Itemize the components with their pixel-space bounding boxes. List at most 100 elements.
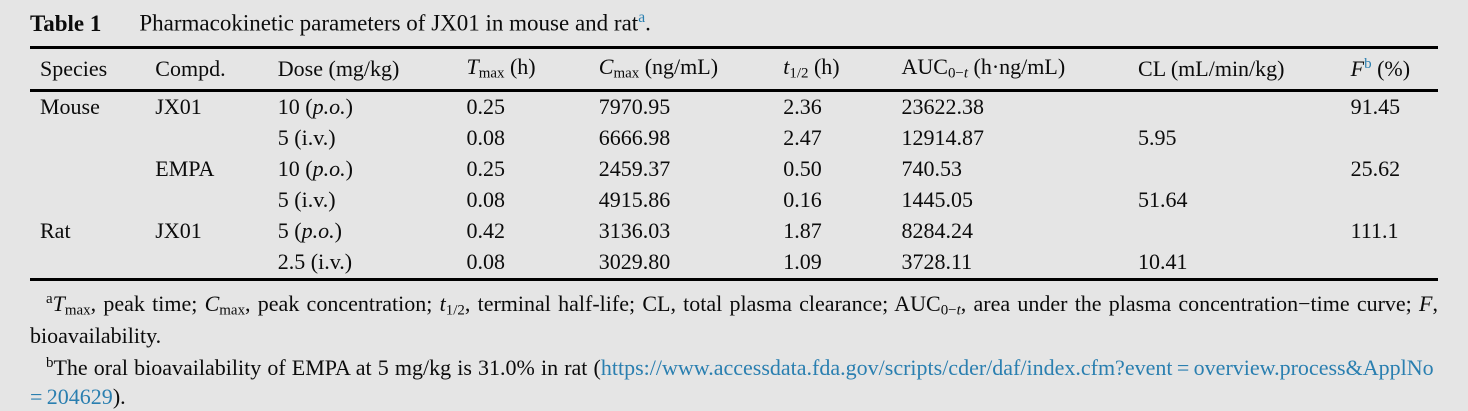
cell-compd [155,185,277,216]
cell-dose: 5 (i.v.) [278,185,467,216]
text-span: b [46,354,54,371]
cell-auc0t: 1445.05 [902,185,1139,216]
text-span: ) [345,94,353,120]
text-span: 1.09 [783,249,822,275]
col-header-cmax: Cmax (ng/mL) [599,48,783,90]
text-span: (h) [504,54,536,80]
text-span: 7970.95 [598,94,671,120]
cell-cmax: 3136.03 [599,216,783,247]
text-span: , peak time; [90,290,205,316]
cell-cmax: 4915.86 [599,185,783,216]
col-header-auc0t: AUC0−t (h·ng/mL) [902,48,1139,90]
text-span: C [204,290,220,316]
fda-approval-link[interactable]: https://www.accessdata.fda.gov/scripts/c… [30,354,1438,409]
text-span: 10 ( [277,156,313,182]
text-span: 0.42 [466,218,505,244]
cell-species [30,123,155,154]
cell-species [30,185,155,216]
text-span: p.o. [312,156,346,182]
cell-cl: 51.64 [1138,185,1351,216]
text-span: , area under the plasma concentration−ti… [960,290,1420,316]
text-span: Mouse [40,94,100,120]
pharmacokinetics-table: Species Compd. Dose (mg/kg) Tmax (h) Cmax (n… [30,46,1438,281]
text-span: 0− [940,302,957,319]
text-span: 0.08 [466,125,505,151]
cell-compd: EMPA [155,154,277,185]
text-span: max [219,302,246,319]
cell-f [1351,185,1438,216]
text-span: max [613,65,640,82]
text-span: max [478,65,505,82]
cell-tmax: 0.08 [466,247,598,280]
cell-tmax: 0.08 [466,185,598,216]
text-span: JX01 [155,218,202,244]
text-span: ). [112,383,126,409]
text-span: 5 ( [277,218,302,244]
text-span: 3029.80 [598,249,671,275]
text-span: 1/2 [445,302,465,319]
text-span: Dose (mg/kg) [277,55,400,81]
text-span: , bioavailability. [30,290,1438,348]
cell-compd: JX01 [155,90,277,123]
text-span: ) [334,218,342,244]
cell-t-half: 1.87 [783,216,901,247]
text-span: , terminal half-life; CL, total plasma c… [464,290,941,316]
text-span: a [46,290,53,307]
cell-dose: 5 (p.o.) [278,216,467,247]
text-span: The oral bioavailability of EMPA at 5 mg… [53,354,601,380]
text-span: 51.64 [1138,187,1188,213]
text-span: 2.5 (i.v.) [277,249,353,275]
cell-auc0t: 740.53 [902,154,1139,185]
col-header-f: Fb (%) [1351,48,1438,90]
text-span: p.o. [301,218,335,244]
text-span: 4915.86 [598,187,671,213]
text-span: 5.95 [1138,125,1177,151]
text-span: T [466,54,479,80]
text-span: a [638,9,646,26]
text-span: 0.25 [466,156,505,182]
cell-f: 111.1 [1351,216,1438,247]
cell-tmax: 0.25 [466,154,598,185]
col-header-tmax: Tmax (h) [466,48,598,90]
text-span: t [956,302,961,319]
text-span: max [64,302,91,319]
text-span: CL (mL/min/kg) [1138,55,1285,81]
text-span: Compd. [155,55,226,81]
text-span: 3728.11 [901,249,973,275]
table-row: 5 (i.v.) 0.08 4915.86 0.16 1445.05 51.64 [30,185,1438,216]
text-span: p.o. [312,94,346,120]
text-span: Rat [40,218,71,244]
cell-cl [1138,154,1351,185]
table-row: EMPA 10 (p.o.) 0.25 2459.37 0.50 740.53 25.62 [30,154,1438,185]
cell-f [1351,247,1438,280]
cell-species [30,154,155,185]
text-span: 740.53 [901,156,963,182]
cell-dose: 2.5 (i.v.) [278,247,467,280]
text-span: Species [40,55,108,81]
text-span: (h·ng/mL) [968,54,1066,80]
text-span: 2.47 [783,125,822,151]
text-span: 3136.03 [598,218,671,244]
footnote-b: bThe oral bioavailability of EMPA at 5 m… [30,353,1438,411]
text-span: F [1419,290,1433,316]
text-span: 23622.38 [901,94,985,120]
text-span: 6666.98 [598,125,671,151]
text-span: t [439,290,446,316]
cell-compd: JX01 [155,216,277,247]
cell-t-half: 0.16 [783,185,901,216]
col-header-dose: Dose (mg/kg) [278,48,467,90]
text-span: T [52,290,65,316]
cell-compd [155,247,277,280]
cell-cl [1138,90,1351,123]
table-row: Mouse JX01 10 (p.o.) 0.25 7970.95 2.36 23622.3… [30,90,1438,123]
footnote-a: aTmax, peak time; Cmax, peak concentrati… [30,289,1438,350]
text-span: 91.45 [1350,94,1401,120]
table-row: Rat JX01 5 (p.o.) 0.42 3136.03 1.87 8284.24 111… [30,216,1438,247]
col-header-t-half: t1/2 (h) [783,48,901,90]
text-span: (ng/mL) [639,54,719,80]
table-row: 2.5 (i.v.) 0.08 3029.80 1.09 3728.11 10.41 [30,247,1438,280]
cell-auc0t: 12914.87 [902,123,1139,154]
text-span: 0− [947,65,964,82]
cell-cmax: 7970.95 [599,90,783,123]
col-header-compd: Compd. [155,48,277,90]
